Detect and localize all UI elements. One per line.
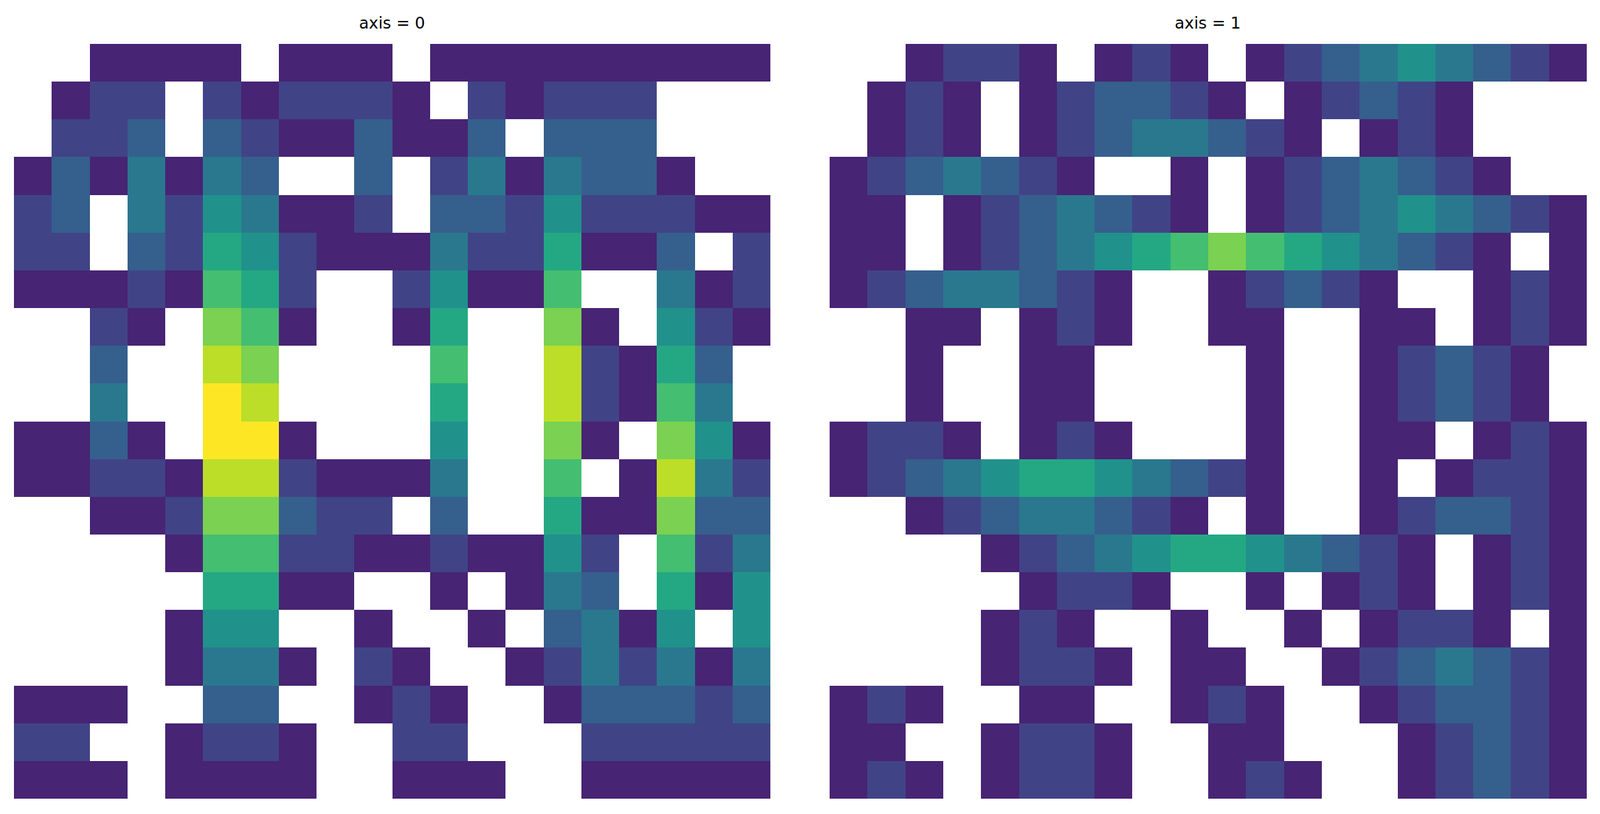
svg-text:axis = 1: axis = 1 xyxy=(1174,13,1241,33)
svg-text:axis = 0: axis = 0 xyxy=(359,13,426,33)
